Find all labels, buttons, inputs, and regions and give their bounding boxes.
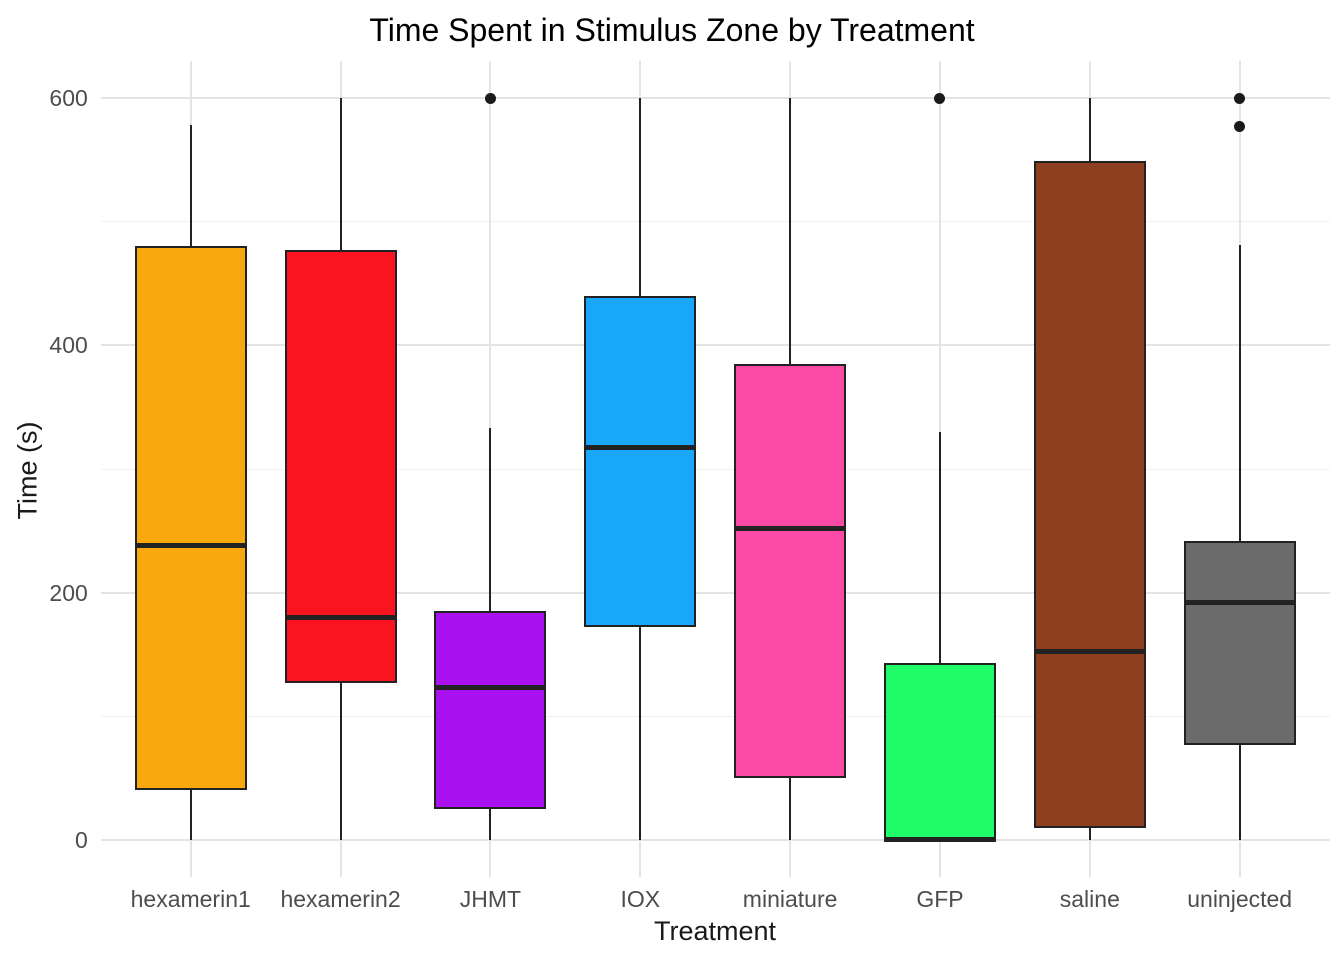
outlier-uninjected-600 bbox=[1234, 92, 1246, 104]
outlier-JHMT-600 bbox=[484, 92, 496, 104]
box-IOX bbox=[584, 295, 697, 628]
outlier-GFP-600 bbox=[934, 92, 946, 104]
x-axis-title: Treatment bbox=[653, 916, 777, 946]
x-tick-label-saline: saline bbox=[1059, 886, 1120, 912]
y-tick-label-400: 400 bbox=[49, 332, 88, 359]
median-IOX bbox=[584, 445, 697, 451]
chart-title: Time Spent in Stimulus Zone by Treatment bbox=[369, 12, 975, 48]
y-tick-label-200: 200 bbox=[49, 579, 88, 606]
median-saline bbox=[1033, 649, 1146, 655]
median-JHMT bbox=[434, 685, 547, 691]
gridline-y-0 bbox=[100, 838, 1330, 841]
median-uninjected bbox=[1183, 600, 1296, 606]
x-tick-label-uninjected: uninjected bbox=[1187, 886, 1293, 912]
median-hexamerin1 bbox=[134, 543, 247, 549]
x-tick-label-hexamerin2: hexamerin2 bbox=[280, 886, 401, 912]
x-tick-label-miniature: miniature bbox=[742, 886, 838, 912]
median-GFP bbox=[883, 837, 996, 843]
gridline-y-400 bbox=[100, 344, 1330, 347]
y-tick-label-600: 600 bbox=[49, 85, 88, 112]
median-miniature bbox=[734, 525, 847, 531]
box-hexamerin2 bbox=[284, 250, 397, 683]
median-hexamerin2 bbox=[284, 614, 397, 620]
x-tick-label-IOX: IOX bbox=[620, 886, 661, 912]
x-tick-label-JHMT: JHMT bbox=[459, 886, 522, 912]
box-GFP bbox=[883, 663, 996, 840]
gridline-y-200 bbox=[100, 591, 1330, 594]
gridline-y-minor-100 bbox=[100, 715, 1330, 717]
outlier-uninjected-577 bbox=[1234, 121, 1246, 133]
box-hexamerin1 bbox=[134, 246, 247, 791]
box-uninjected bbox=[1183, 540, 1296, 745]
box-saline bbox=[1033, 161, 1146, 828]
whisker-GFP bbox=[938, 431, 941, 840]
x-tick-label-hexamerin1: hexamerin1 bbox=[130, 886, 251, 912]
box-miniature bbox=[734, 363, 847, 779]
box-JHMT bbox=[434, 611, 547, 809]
gridline-y-600 bbox=[100, 97, 1330, 100]
gridline-y-minor-500 bbox=[100, 221, 1330, 223]
x-tick-label-GFP: GFP bbox=[916, 886, 964, 912]
gridline-y-minor-300 bbox=[100, 468, 1330, 470]
y-tick-label-0: 0 bbox=[75, 826, 88, 853]
